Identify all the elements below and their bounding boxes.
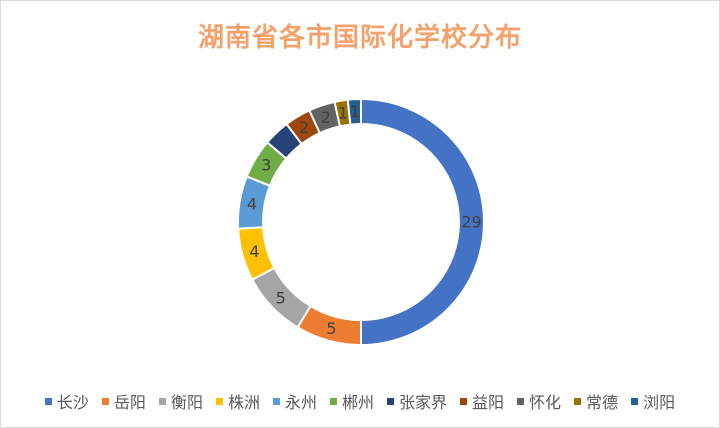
legend-label: 长沙 bbox=[56, 393, 89, 412]
legend-swatch bbox=[329, 397, 337, 405]
legend-label: 益阳 bbox=[472, 393, 505, 412]
legend-swatch bbox=[460, 397, 468, 405]
slice-浏阳 bbox=[346, 97, 362, 126]
legend-swatch bbox=[44, 397, 52, 405]
legend-label: 永州 bbox=[284, 393, 317, 412]
data-label-益阳: 2 bbox=[299, 118, 309, 137]
legend-label: 怀化 bbox=[529, 393, 562, 412]
legend-item-浏阳: 浏阳 bbox=[631, 389, 675, 413]
data-label-衡阳: 5 bbox=[276, 288, 286, 307]
legend-item-怀化: 怀化 bbox=[517, 389, 561, 413]
legend-label: 株洲 bbox=[227, 393, 260, 412]
legend-item-衡阳: 衡阳 bbox=[158, 389, 203, 413]
legend-label: 浏阳 bbox=[643, 393, 676, 412]
legend-swatch bbox=[574, 397, 582, 405]
data-label-岳阳: 5 bbox=[326, 319, 336, 338]
legend-swatch bbox=[387, 397, 394, 405]
data-label-长沙: 29 bbox=[461, 213, 481, 232]
legend-item-常德: 常德 bbox=[574, 389, 618, 413]
legend-swatch bbox=[272, 397, 280, 405]
legend-label: 郴州 bbox=[341, 393, 374, 412]
legend-item-株洲: 株洲 bbox=[215, 389, 260, 413]
legend-swatch bbox=[517, 397, 525, 405]
legend-item-郴州: 郴州 bbox=[329, 389, 374, 413]
legend-label: 衡阳 bbox=[170, 393, 203, 412]
legend-swatch bbox=[215, 397, 223, 405]
data-label-株洲: 4 bbox=[249, 242, 259, 261]
legend-label: 岳阳 bbox=[113, 393, 146, 412]
data-label-浏阳: 1 bbox=[350, 102, 360, 121]
legend-label: 张家界 bbox=[399, 393, 448, 412]
legend-item-永州: 永州 bbox=[272, 389, 317, 413]
legend-item-长沙: 长沙 bbox=[44, 389, 89, 413]
legend-swatch bbox=[158, 397, 166, 405]
legend-swatch bbox=[631, 397, 639, 405]
chart-legend: 长沙 岳阳 衡阳 株洲 永州 郴州 张家界 益阳 怀化 常德 浏阳 bbox=[1, 389, 719, 413]
chart-title: 湖南省各市国际化学校分布 bbox=[197, 23, 522, 53]
legend-swatch bbox=[101, 397, 109, 405]
legend-label: 常德 bbox=[586, 393, 619, 412]
legend-item-张家界: 张家界 bbox=[387, 389, 447, 413]
legend-item-益阳: 益阳 bbox=[460, 389, 504, 413]
data-label-怀化: 2 bbox=[321, 108, 331, 127]
data-label-郴州: 3 bbox=[261, 156, 271, 175]
data-label-永州: 4 bbox=[247, 195, 257, 214]
legend-item-岳阳: 岳阳 bbox=[101, 389, 146, 413]
data-label-常德: 1 bbox=[338, 103, 348, 122]
